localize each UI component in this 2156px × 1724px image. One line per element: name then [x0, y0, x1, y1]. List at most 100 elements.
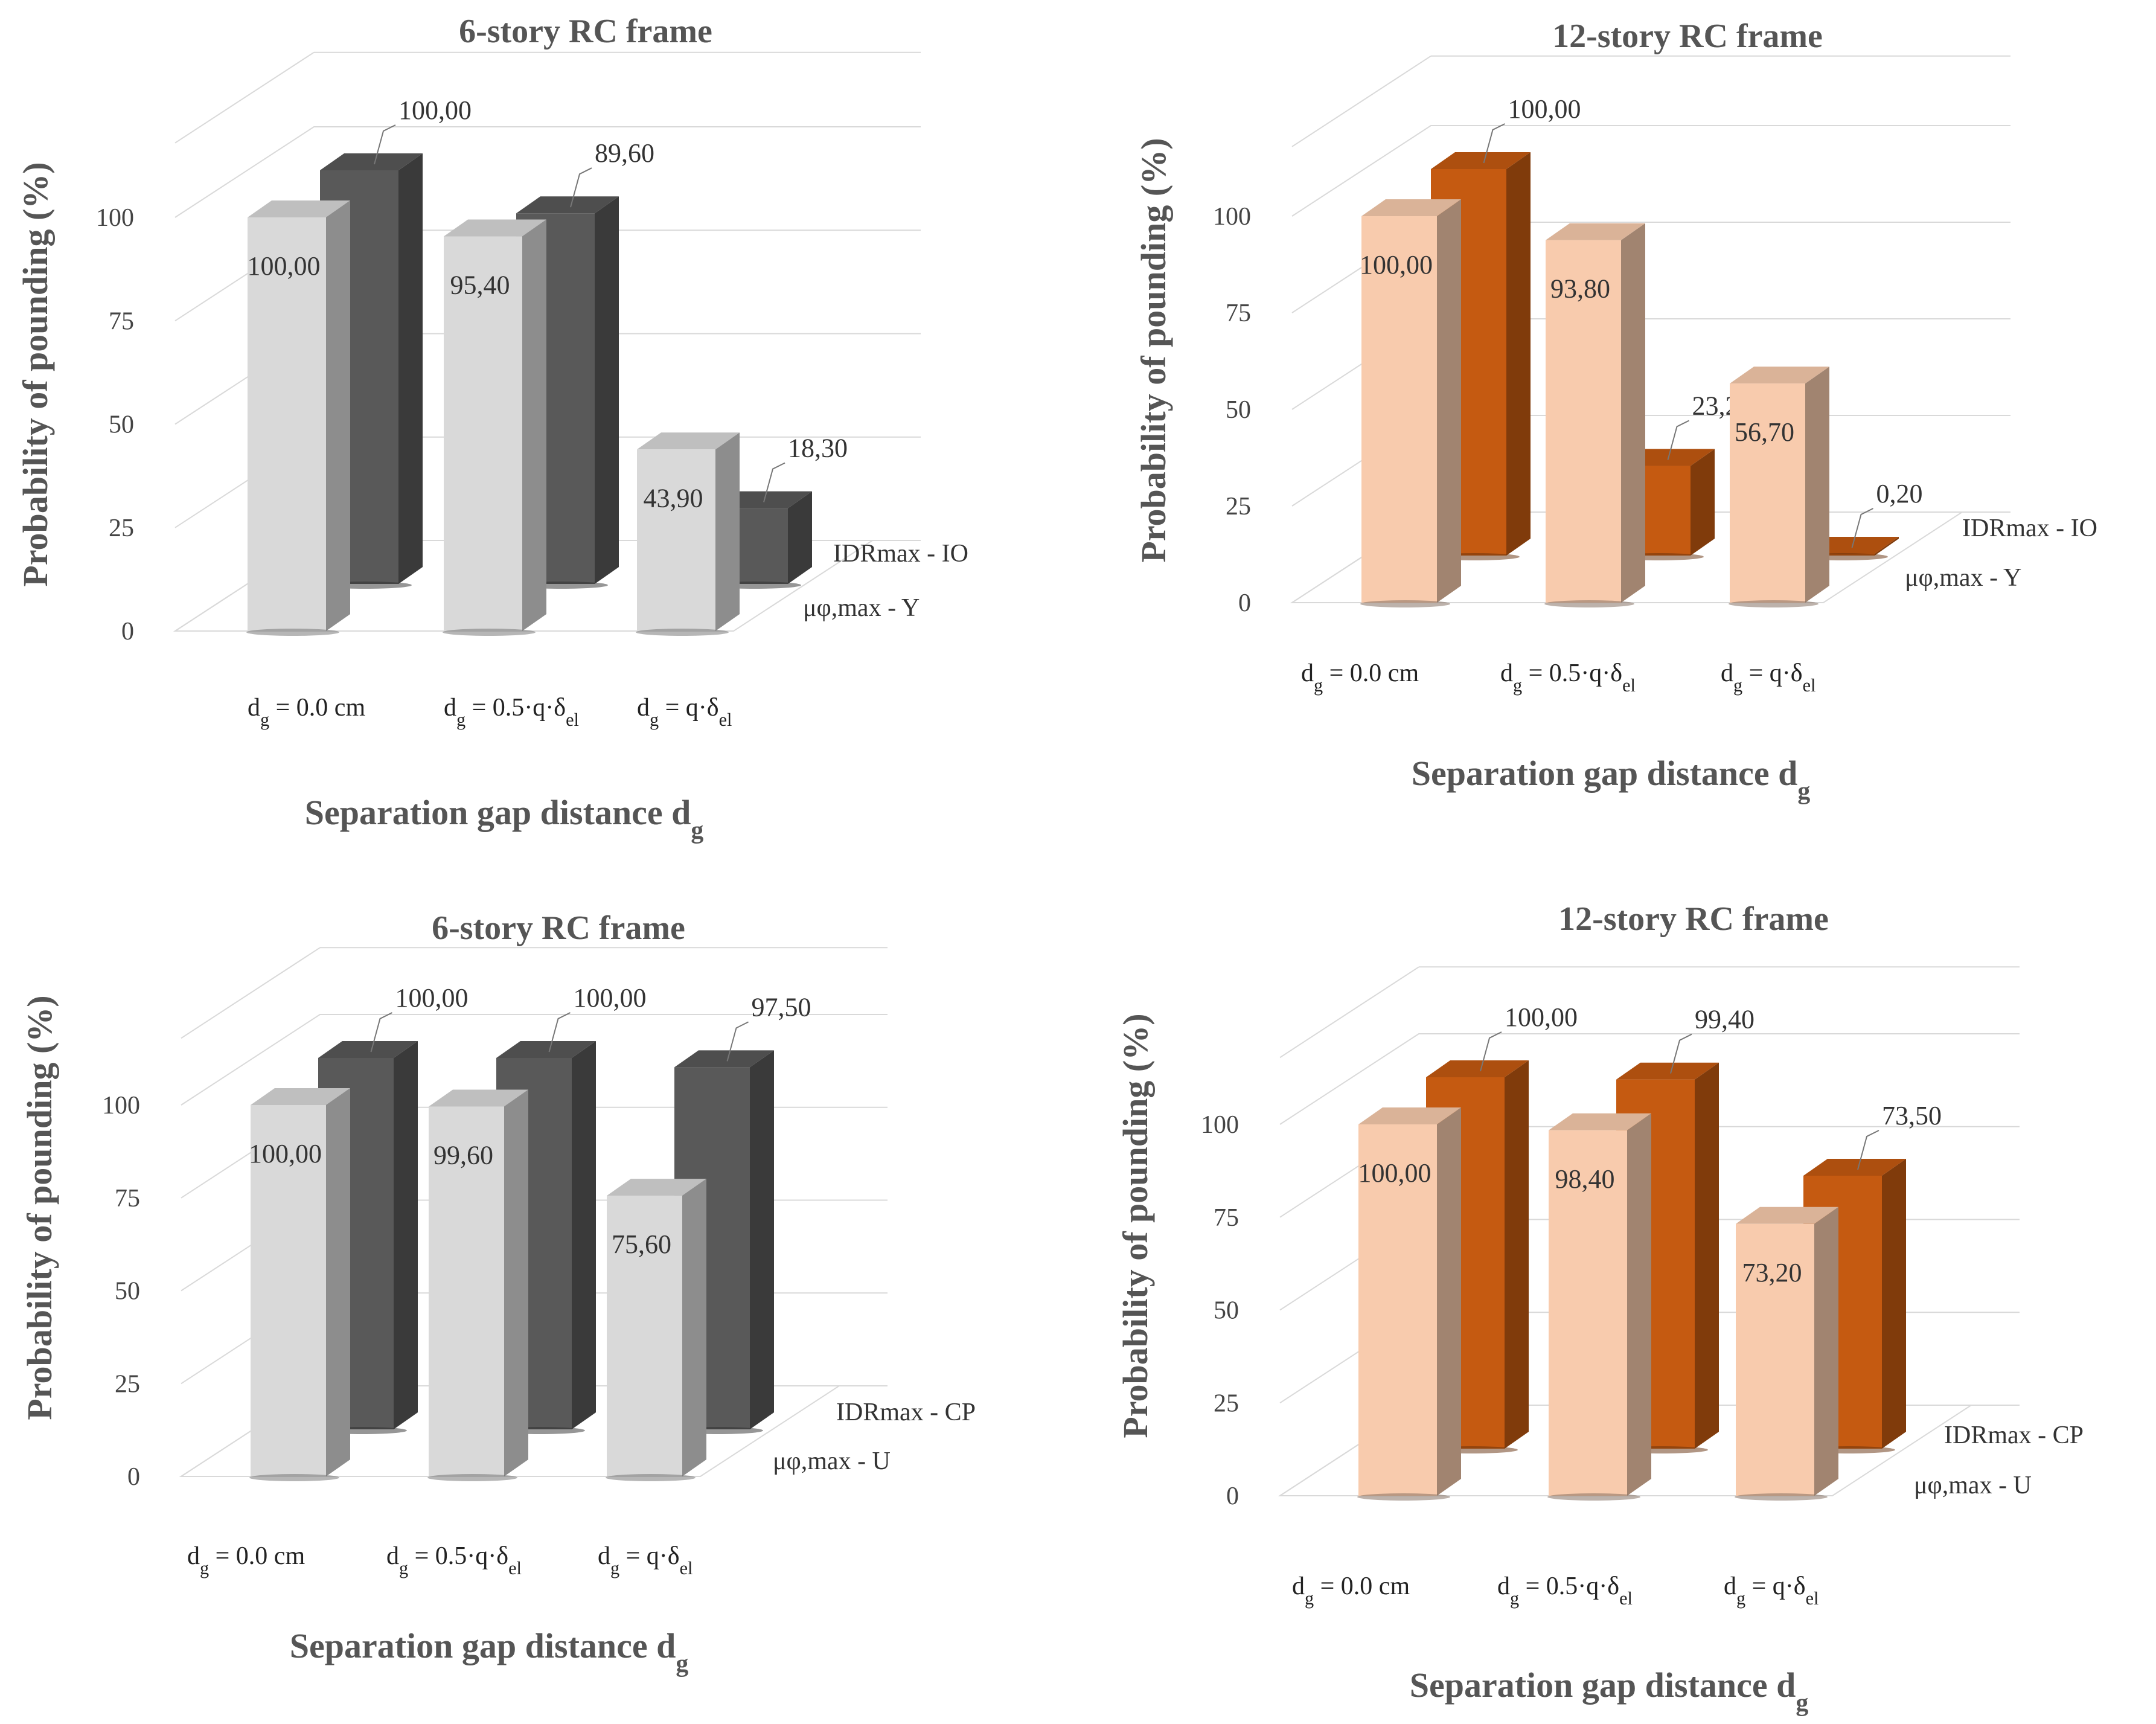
legend-entry-front: μφ,max - U [1914, 1472, 2032, 1499]
bar-top [1736, 1206, 1838, 1224]
data-label-leader [370, 1012, 392, 1053]
y-tick-label: 0 [1238, 589, 1251, 617]
bar-top [1616, 1062, 1719, 1080]
bar-front-series [1547, 1113, 1651, 1501]
bar-side [1437, 199, 1461, 603]
legend-entry-front: μφ,max - Y [803, 594, 920, 622]
bar-front [607, 1196, 682, 1476]
bar-top [248, 200, 350, 217]
bar-top [1431, 152, 1531, 169]
bar-top [637, 432, 740, 450]
bar-top [607, 1179, 706, 1196]
bar-side [572, 1041, 596, 1429]
bar-front-series [1360, 199, 1461, 607]
y-tick-label: 100 [96, 204, 134, 232]
category-label: dg = 0.5·q·δel [1500, 659, 1636, 696]
bar-shadow [606, 1474, 696, 1481]
bar-front [1358, 1124, 1437, 1496]
bar-top [1361, 199, 1461, 216]
bar-top [1426, 1060, 1529, 1077]
bar-side [1695, 1062, 1719, 1449]
bar-side [1621, 223, 1645, 603]
bar-front [1361, 216, 1437, 603]
bar-side [1437, 1107, 1461, 1496]
data-label: 43,90 [644, 483, 703, 513]
bar-front [429, 1106, 504, 1476]
y-tick-label: 75 [115, 1185, 140, 1213]
data-label-leader [1483, 123, 1505, 164]
legend-entry-back: IDRmax - IO [1962, 514, 2097, 542]
y-tick-label: 100 [1213, 203, 1251, 231]
legend-entry-back: IDRmax - CP [1944, 1421, 2084, 1449]
bar-shadow [1360, 600, 1450, 607]
bar-front-series [427, 1089, 528, 1481]
data-label: 18,30 [788, 434, 848, 463]
bar-side [1505, 1060, 1529, 1449]
bar-side [750, 1050, 774, 1429]
bar-back-series [1430, 152, 1531, 560]
chart-title: 12-story RC frame [1552, 18, 1823, 55]
data-label: 89,60 [595, 138, 654, 168]
chart-title: 6-story RC frame [459, 13, 712, 50]
bar-shadow [1735, 1493, 1828, 1501]
legend-entry-front: μφ,max - U [773, 1447, 891, 1475]
y-axis-label: Probability of pounding (%) [1134, 138, 1173, 562]
data-label-leader [548, 1012, 571, 1053]
bar-front-series [1735, 1206, 1838, 1501]
chart-panel-1: 6-story RC frame Probability of pounding … [16, 13, 968, 844]
bar-front [444, 236, 522, 631]
bar-shadow [636, 629, 729, 636]
data-label: 100,00 [248, 251, 321, 281]
category-label: dg = q·δel [1721, 659, 1815, 696]
data-label: 95,40 [450, 271, 510, 300]
bar-front [251, 1105, 326, 1476]
bar-side [682, 1179, 706, 1476]
data-label: 73,20 [1742, 1258, 1802, 1287]
data-label: 75,60 [612, 1229, 671, 1259]
bar-side [1805, 367, 1829, 603]
bar-top [320, 153, 423, 170]
data-label: 0,20 [1876, 479, 1923, 508]
data-label-leader [374, 124, 396, 165]
bar-side [1506, 152, 1531, 556]
x-axis-label: Separation gap distance dg [290, 1626, 689, 1678]
y-axis-label: Probability of pounding (%) [1116, 1013, 1155, 1438]
y-tick-label: 25 [1226, 493, 1251, 521]
x-axis-label: Separation gap distance dg [1412, 754, 1811, 805]
bar-front [1736, 1223, 1814, 1496]
category-label: dg = 0.5·q·δel [1497, 1572, 1633, 1609]
bar-top [674, 1050, 774, 1068]
y-tick-label: 0 [1226, 1482, 1239, 1510]
bar-side [522, 219, 546, 631]
data-label: 56,70 [1735, 417, 1794, 447]
data-label-leader [1667, 420, 1689, 460]
bar-side [1627, 1113, 1651, 1496]
x-axis-label: Separation gap distance dg [1410, 1665, 1809, 1717]
bar-shadow [1547, 1493, 1640, 1501]
chart-title: 12-story RC frame [1558, 900, 1829, 938]
bar-top [1546, 223, 1645, 240]
data-label: 98,40 [1555, 1164, 1615, 1194]
data-label: 100,00 [574, 983, 647, 1013]
category-label: dg = q·δel [598, 1542, 693, 1578]
y-tick-label: 100 [102, 1092, 140, 1120]
y-tick-label: 25 [1214, 1389, 1239, 1417]
bar-shadow [443, 629, 536, 636]
bar-top [429, 1089, 528, 1107]
bar-top [251, 1088, 350, 1105]
data-label-leader [726, 1021, 749, 1062]
gridline [174, 51, 315, 144]
y-tick-label: 75 [109, 307, 134, 335]
y-tick-label: 0 [127, 1463, 140, 1491]
data-label: 100,00 [1360, 250, 1433, 280]
legend-entry-front: μφ,max - Y [1905, 564, 2021, 592]
y-tick-label: 100 [1201, 1111, 1239, 1139]
y-tick-label: 50 [109, 411, 134, 439]
bar-side [394, 1041, 418, 1429]
bar-side [715, 432, 740, 631]
bar-shadow [249, 1474, 339, 1481]
bar-front-series [249, 1088, 350, 1481]
bar-top [516, 196, 619, 214]
y-axis-label: Probability of pounding (%) [20, 995, 59, 1420]
y-tick-label: 50 [1214, 1297, 1239, 1325]
